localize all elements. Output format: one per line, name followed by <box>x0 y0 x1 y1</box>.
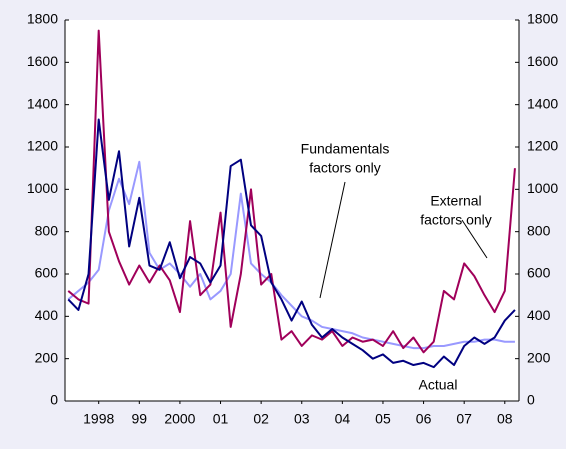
x-tick-label: 08 <box>497 411 513 427</box>
x-tick-label: 05 <box>375 411 391 427</box>
annotation: Actual <box>419 377 458 393</box>
y2-tick-label: 200 <box>527 349 551 365</box>
series-line <box>67 29 516 354</box>
y2-tick-label: 1000 <box>527 180 558 196</box>
y2-tick-label: 600 <box>527 265 551 281</box>
y2-tick-label: 0 <box>527 392 535 408</box>
y2-tick-label: 1600 <box>527 53 558 69</box>
x-tick-label: 06 <box>416 411 432 427</box>
series-line <box>67 118 516 369</box>
y-tick-label: 400 <box>35 307 59 323</box>
y-tick-label: 0 <box>50 392 58 408</box>
annotation: Fundamentals <box>301 141 390 157</box>
x-tick-label: 07 <box>456 411 472 427</box>
leader-line <box>461 219 488 259</box>
y-tick-label: 200 <box>35 349 59 365</box>
y2-tick-label: 1200 <box>527 138 558 154</box>
y2-tick-label: 800 <box>527 222 551 238</box>
x-tick-label: 99 <box>132 411 148 427</box>
annotation: factors only <box>420 212 492 228</box>
annotation: External <box>430 193 481 209</box>
x-tick-label: 1998 <box>83 411 114 427</box>
x-tick-label: 03 <box>294 411 310 427</box>
x-tick-label: 01 <box>213 411 229 427</box>
leader-line <box>319 181 346 299</box>
y2-tick-label: 1800 <box>527 11 558 27</box>
y-tick-label: 1200 <box>27 138 58 154</box>
y2-tick-label: 1400 <box>527 95 558 111</box>
x-tick-label: 2000 <box>164 411 195 427</box>
y-tick-label: 1000 <box>27 180 58 196</box>
y-tick-label: 1800 <box>27 11 58 27</box>
y-tick-label: 1400 <box>27 95 58 111</box>
y2-tick-label: 400 <box>527 307 551 323</box>
x-tick-label: 04 <box>335 411 351 427</box>
annotation: factors only <box>309 160 381 176</box>
y-tick-label: 1600 <box>27 53 58 69</box>
y-tick-label: 800 <box>35 222 59 238</box>
series-line <box>67 160 515 350</box>
x-tick-label: 02 <box>253 411 269 427</box>
series-group <box>67 29 516 369</box>
y-tick-label: 600 <box>35 265 59 281</box>
